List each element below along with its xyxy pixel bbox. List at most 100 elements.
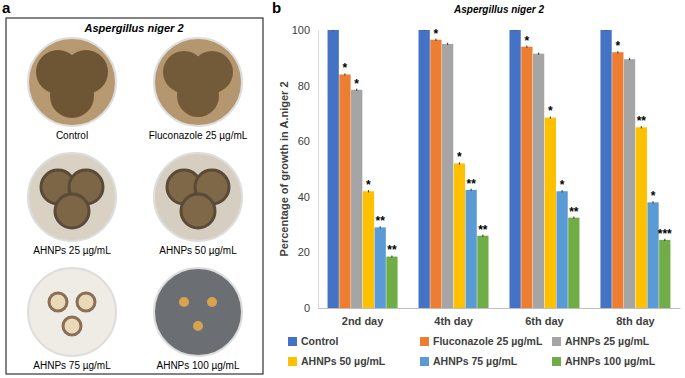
bars xyxy=(328,30,671,308)
significance-label: ** xyxy=(466,177,476,191)
plate-label: AHNPs 50 µg/mL xyxy=(159,245,237,256)
y-tick-label: 80 xyxy=(298,80,310,92)
legend-item: AHNPs 50 µg/mL xyxy=(288,355,386,367)
bar xyxy=(556,191,567,308)
bar xyxy=(430,40,441,308)
significance-label: * xyxy=(457,150,462,164)
bar xyxy=(600,30,611,308)
y-tick: 40 xyxy=(298,191,318,203)
colony xyxy=(50,74,94,118)
legend-swatch xyxy=(552,337,561,346)
x-tick-label: 6th day xyxy=(525,315,564,327)
bar xyxy=(612,52,623,308)
colony xyxy=(193,321,203,331)
significance-label: * xyxy=(560,178,565,192)
y-tick-label: 20 xyxy=(298,246,310,258)
figure: aAspergillus niger 2ControlFluconazole 2… xyxy=(0,0,685,378)
colony xyxy=(49,293,67,311)
bar xyxy=(386,257,397,308)
panel-title: Aspergillus niger 2 xyxy=(83,22,183,34)
legend-item: Fluconazole 25 µg/mL xyxy=(420,335,543,347)
plate-dish xyxy=(154,38,242,126)
bar xyxy=(363,191,374,308)
bar xyxy=(659,240,670,308)
significance-label: * xyxy=(548,104,553,118)
significance-label: * xyxy=(434,27,439,41)
legend-item: AHNPs 25 µg/mL xyxy=(552,335,650,347)
legend: ControlFluconazole 25 µg/mLAHNPs 25 µg/m… xyxy=(288,335,656,367)
plate-label: AHNPs 75 µg/mL xyxy=(33,360,111,371)
colony xyxy=(177,75,219,117)
y-tick-label: 100 xyxy=(292,24,310,36)
legend-label: Fluconazole 25 µg/mL xyxy=(433,335,543,347)
y-tick-label: 0 xyxy=(304,302,310,314)
bar xyxy=(636,127,647,308)
legend-swatch xyxy=(288,337,297,346)
plate-label: AHNPs 100 µg/mL xyxy=(156,360,239,371)
panel-label: b xyxy=(272,0,281,16)
plate-label: Fluconazole 25 µg/mL xyxy=(149,130,248,141)
bar xyxy=(351,90,362,308)
y-tick: 60 xyxy=(298,135,318,147)
legend-label: AHNPs 25 µg/mL xyxy=(565,335,650,347)
legend-swatch xyxy=(420,357,429,366)
y-axis-line xyxy=(318,31,319,309)
bar xyxy=(521,47,532,308)
x-axis: 2nd day 4th day 6th day 8th day xyxy=(319,308,681,327)
colony xyxy=(181,194,215,228)
colony xyxy=(77,293,95,311)
significance-label: ** xyxy=(637,114,647,128)
bar xyxy=(454,163,465,308)
error-bar xyxy=(515,30,516,31)
y-tick: 80 xyxy=(298,80,318,92)
significance-label: * xyxy=(615,39,620,53)
significance-label: *** xyxy=(658,227,672,241)
y-axis-title: Percentage of growth in A.niger 2 xyxy=(278,81,290,256)
significance-label: ** xyxy=(387,243,397,257)
plate xyxy=(28,268,116,356)
bar xyxy=(568,218,579,308)
bar xyxy=(533,54,544,308)
significance-label: ** xyxy=(569,205,579,219)
legend-swatch xyxy=(420,337,429,346)
significance-label: ** xyxy=(478,223,488,237)
significance-label: * xyxy=(343,61,348,75)
y-axis: 0 20 40 60 80 100 xyxy=(292,24,319,314)
plate xyxy=(28,38,116,126)
y-tick: 0 xyxy=(304,302,318,314)
panel-a: a Aspergillus niger 2 Control Fluconazole 2… xyxy=(2,0,263,374)
error-bar xyxy=(629,58,630,60)
x-tick-label: 8th day xyxy=(616,315,655,327)
y-tick-label: 40 xyxy=(298,191,310,203)
plate xyxy=(154,153,242,241)
error-bar xyxy=(606,30,607,31)
plate-label: Control xyxy=(56,130,88,141)
panel-b: bAspergillus niger 20204060801002nd day4… xyxy=(272,0,681,367)
x-tick-label: 4th day xyxy=(434,315,473,327)
panel-label: a xyxy=(2,0,11,16)
colony xyxy=(207,297,217,307)
legend-swatch xyxy=(552,357,561,366)
error-bar xyxy=(538,53,539,55)
significance-label: * xyxy=(651,189,656,203)
colony xyxy=(55,194,89,228)
bar xyxy=(477,236,488,308)
legend-item: AHNPs 100 µg/mL xyxy=(552,355,656,367)
plate xyxy=(154,268,242,356)
error-bar xyxy=(424,30,425,31)
significance-label: * xyxy=(354,77,359,91)
colony xyxy=(63,317,81,335)
bar xyxy=(339,74,350,308)
x-axis-line xyxy=(319,308,681,309)
y-tick: 20 xyxy=(298,246,318,258)
x-tick: 4th day xyxy=(434,308,473,327)
significance-label: * xyxy=(366,178,371,192)
error-bar xyxy=(333,30,334,31)
bar xyxy=(419,30,430,308)
plate-dish xyxy=(154,153,242,241)
plate xyxy=(154,38,242,126)
x-tick: 6th day xyxy=(525,308,564,327)
x-tick-label: 2nd day xyxy=(342,315,384,327)
legend-swatch xyxy=(288,357,297,366)
y-tick-label: 60 xyxy=(298,135,310,147)
